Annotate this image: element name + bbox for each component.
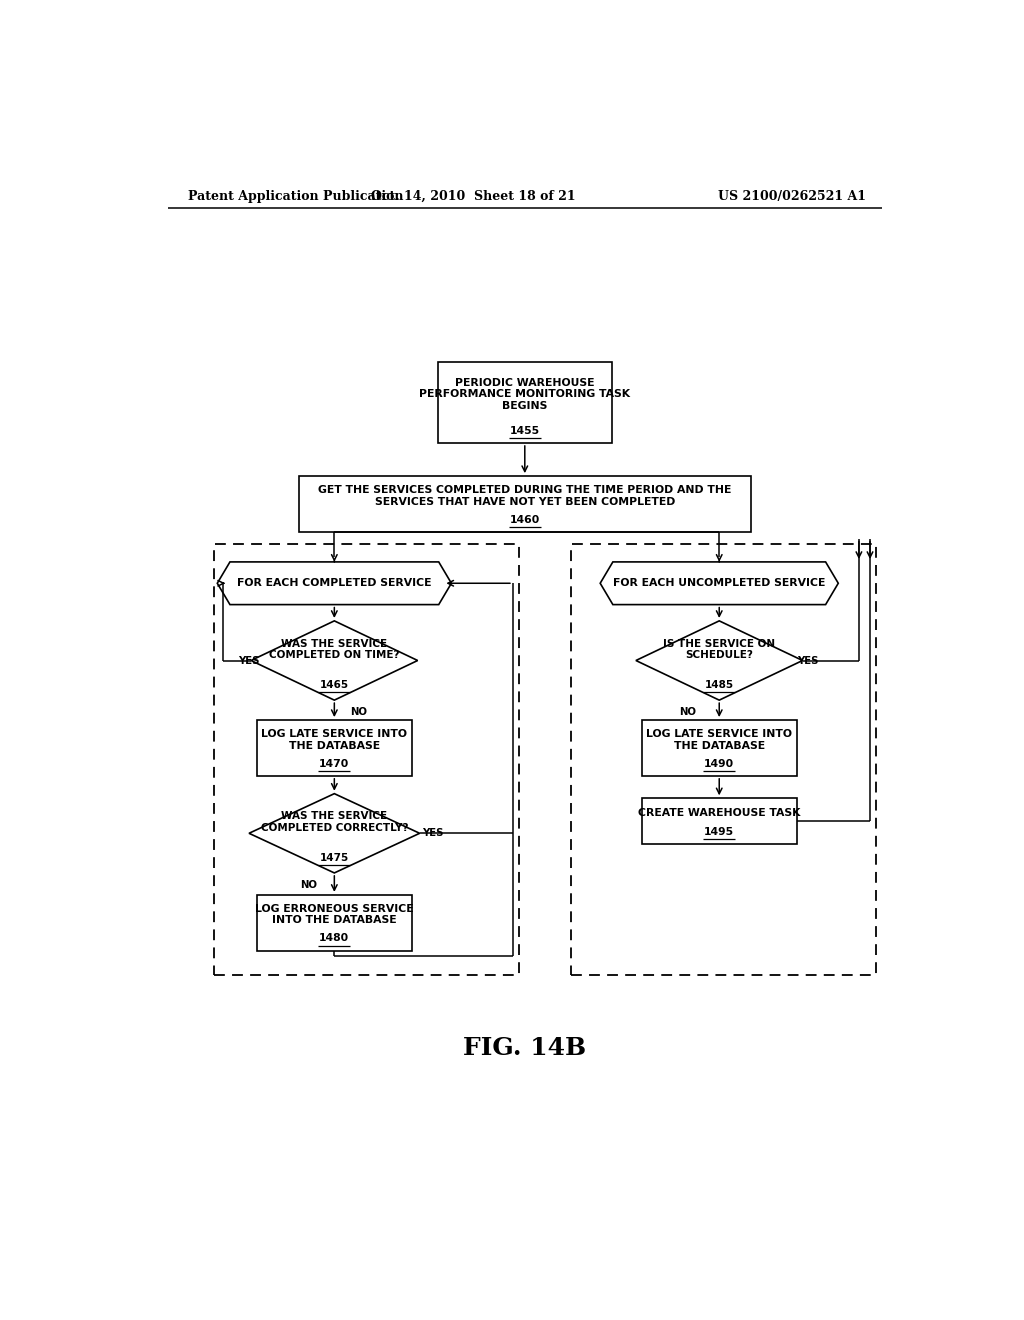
Text: 1470: 1470 — [319, 759, 349, 768]
Text: YES: YES — [797, 656, 818, 665]
Bar — [257, 719, 412, 776]
Text: 1495: 1495 — [705, 826, 734, 837]
Text: 1460: 1460 — [510, 515, 540, 525]
Bar — [257, 895, 412, 950]
Polygon shape — [600, 562, 839, 605]
Polygon shape — [251, 620, 418, 700]
Bar — [299, 477, 751, 532]
Text: NO: NO — [300, 880, 317, 890]
Text: WAS THE SERVICE
COMPLETED ON TIME?: WAS THE SERVICE COMPLETED ON TIME? — [269, 639, 399, 660]
Text: IS THE SERVICE ON
SCHEDULE?: IS THE SERVICE ON SCHEDULE? — [664, 639, 775, 660]
Text: WAS THE SERVICE
COMPLETED CORRECTLY?: WAS THE SERVICE COMPLETED CORRECTLY? — [260, 812, 409, 833]
Text: FOR EACH COMPLETED SERVICE: FOR EACH COMPLETED SERVICE — [238, 578, 431, 589]
Text: NO: NO — [679, 708, 696, 717]
Text: Oct. 14, 2010  Sheet 18 of 21: Oct. 14, 2010 Sheet 18 of 21 — [371, 190, 575, 202]
Polygon shape — [249, 793, 420, 873]
Polygon shape — [217, 562, 452, 605]
Text: 1480: 1480 — [319, 933, 349, 944]
Text: 1485: 1485 — [705, 680, 734, 690]
Text: YES: YES — [422, 828, 443, 838]
Text: 1475: 1475 — [319, 853, 349, 863]
Text: YES: YES — [238, 656, 259, 665]
Text: PERIODIC WAREHOUSE
PERFORMANCE MONITORING TASK
BEGINS: PERIODIC WAREHOUSE PERFORMANCE MONITORIN… — [419, 378, 631, 411]
Text: Patent Application Publication: Patent Application Publication — [187, 190, 403, 202]
Text: 1465: 1465 — [319, 680, 349, 690]
Bar — [437, 362, 612, 444]
Text: LOG LATE SERVICE INTO
THE DATABASE: LOG LATE SERVICE INTO THE DATABASE — [261, 729, 408, 751]
Text: CREATE WAREHOUSE TASK: CREATE WAREHOUSE TASK — [638, 808, 801, 818]
Text: FIG. 14B: FIG. 14B — [463, 1036, 587, 1060]
Polygon shape — [636, 620, 803, 700]
Text: US 2100/0262521 A1: US 2100/0262521 A1 — [718, 190, 866, 202]
Bar — [642, 799, 797, 843]
Bar — [570, 544, 877, 974]
Text: FOR EACH UNCOMPLETED SERVICE: FOR EACH UNCOMPLETED SERVICE — [613, 578, 825, 589]
Text: LOG LATE SERVICE INTO
THE DATABASE: LOG LATE SERVICE INTO THE DATABASE — [646, 729, 793, 751]
Bar — [214, 544, 519, 974]
Text: LOG ERRONEOUS SERVICE
INTO THE DATABASE: LOG ERRONEOUS SERVICE INTO THE DATABASE — [255, 904, 414, 925]
Bar — [642, 719, 797, 776]
Text: NO: NO — [349, 708, 367, 717]
Text: 1490: 1490 — [705, 759, 734, 768]
Text: GET THE SERVICES COMPLETED DURING THE TIME PERIOD AND THE
SERVICES THAT HAVE NOT: GET THE SERVICES COMPLETED DURING THE TI… — [318, 484, 731, 507]
Text: 1455: 1455 — [510, 426, 540, 436]
